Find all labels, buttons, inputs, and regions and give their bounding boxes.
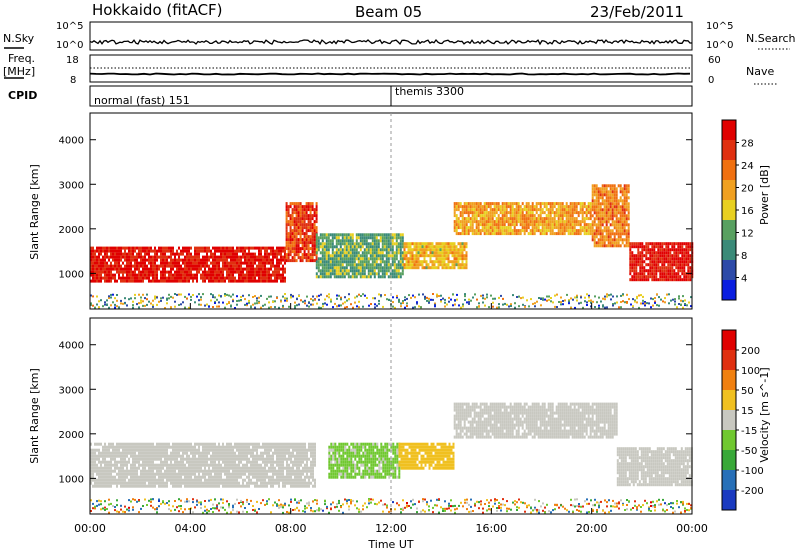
velocity-cbar-tick-label: 200 — [741, 346, 760, 357]
nsearch-tick-top: 10^5 — [706, 21, 733, 32]
velocity-cbar-swatch — [722, 390, 736, 411]
power-heatmap — [90, 184, 694, 309]
power-y-tick-label: 4000 — [59, 136, 84, 147]
vel-data-region-3 — [453, 402, 618, 439]
nsky-tick-bottom: 10^0 — [56, 40, 83, 51]
time-x-axis: 00:00 04:00 08:00 12:00 16:00 20:00 00:00 — [74, 113, 708, 535]
power-cbar-tick-label: 28 — [741, 139, 754, 150]
power-cbar-tick-label: 24 — [741, 161, 754, 172]
velocity-colorbar: 200 100 50 15 -15 -50 -100 -200 — [721, 329, 764, 511]
vel-data-noise — [90, 498, 692, 514]
power-cbar-swatch — [722, 240, 736, 261]
power-cbar-swatch — [722, 120, 736, 141]
power-y-axis: 4000 3000 2000 1000 — [59, 136, 692, 280]
power-ylabel: Slant Range [km] — [28, 164, 41, 260]
power-cbar-swatch — [722, 160, 736, 181]
vel-data-region-4 — [616, 447, 693, 487]
freq-tick-bottom: 8 — [70, 75, 76, 86]
velocity-cbar-swatch — [722, 430, 736, 451]
x-tick-label: 04:00 — [174, 522, 206, 535]
velocity-cbar-swatch — [722, 330, 736, 351]
x-tick-label: 16:00 — [475, 522, 507, 535]
site-title: Hokkaido (fitACF) — [92, 1, 223, 19]
freq-label-1: Freq. — [8, 52, 35, 65]
velocity-y-tick-label: 1000 — [59, 474, 84, 485]
cpid-mode-2: themis 3300 — [395, 85, 464, 98]
velocity-cbar-swatch — [722, 410, 736, 431]
power-colorbar-label: Power [dB] — [758, 165, 771, 225]
freq-label-2: [MHz] — [3, 65, 35, 78]
velocity-heatmap — [90, 402, 693, 514]
x-tick-label: 00:00 — [74, 522, 106, 535]
velocity-cbar-tick-label: 100 — [741, 366, 760, 377]
power-cbar-swatch — [722, 220, 736, 241]
velocity-y-tick-label: 2000 — [59, 430, 84, 441]
power-data-region-3 — [403, 242, 468, 270]
velocity-y-axis: 4000 3000 2000 1000 — [59, 341, 692, 485]
nsearch-label: N.Search — [746, 32, 796, 45]
velocity-colorbar-label: Velocity [m s^-1] — [758, 367, 771, 462]
cpid-mode-1: normal (fast) 151 — [94, 94, 190, 107]
vel-data-region-2 — [398, 442, 455, 470]
power-data-region-2 — [315, 233, 404, 279]
nave-label: Nave — [746, 65, 774, 78]
velocity-cbar-swatch — [722, 490, 736, 511]
vel-data-region-1 — [328, 442, 401, 479]
velocity-cbar-tick-label: -100 — [741, 466, 764, 477]
power-cbar-swatch — [722, 260, 736, 281]
velocity-y-tick-label: 3000 — [59, 385, 84, 396]
velocity-cbar-swatch — [722, 450, 736, 471]
x-tick-label: 20:00 — [576, 522, 608, 535]
vel-data-region-0 — [90, 442, 316, 488]
velocity-ylabel: Slant Range [km] — [28, 368, 41, 464]
power-cbar-tick-label: 12 — [741, 229, 754, 240]
velocity-cbar-swatch — [722, 370, 736, 391]
date-title: 23/Feb/2011 — [590, 3, 684, 21]
power-cbar-tick-label: 4 — [741, 274, 747, 285]
power-y-tick-label: 1000 — [59, 269, 84, 280]
freq-trace — [89, 72, 691, 76]
power-y-tick-label: 3000 — [59, 180, 84, 191]
power-data-region-6 — [629, 242, 694, 282]
power-y-tick-label: 2000 — [59, 225, 84, 236]
cpid-label: CPID — [8, 89, 37, 102]
nave-tick-bottom: 0 — [708, 75, 714, 86]
nsky-tick-top: 10^5 — [56, 21, 83, 32]
velocity-cbar-tick-label: -200 — [741, 486, 764, 497]
x-tick-label: 08:00 — [275, 522, 307, 535]
power-data-region-0 — [90, 246, 286, 283]
x-axis-title: Time UT — [367, 538, 413, 551]
velocity-cbar-tick-label: -50 — [741, 446, 757, 457]
power-cbar-tick-label: 20 — [741, 184, 754, 195]
x-tick-label: 00:00 — [676, 522, 708, 535]
power-data-noise — [90, 293, 692, 309]
power-data-region-1 — [285, 202, 318, 263]
velocity-cbar-outline — [721, 329, 737, 511]
power-cbar-swatch — [722, 140, 736, 161]
nsky-frame — [89, 21, 693, 51]
nave-tick-top: 60 — [708, 55, 721, 66]
power-data-region-4 — [453, 202, 592, 236]
velocity-cbar-tick-label: -15 — [741, 426, 757, 437]
nsky-trace — [89, 38, 692, 46]
power-colorbar: 28 24 20 16 12 8 4 — [721, 119, 754, 301]
beam-title: Beam 05 — [355, 3, 422, 21]
power-cbar-swatch — [722, 180, 736, 201]
velocity-cbar-swatch — [722, 350, 736, 371]
nsky-label: N.Sky — [3, 32, 35, 45]
velocity-cbar-swatch — [722, 470, 736, 491]
nsearch-tick-bottom: 10^0 — [706, 40, 733, 51]
velocity-y-tick-label: 4000 — [59, 341, 84, 352]
power-cbar-tick-label: 16 — [741, 206, 754, 217]
power-cbar-tick-label: 8 — [741, 251, 747, 262]
velocity-cbar-tick-label: 50 — [741, 386, 754, 397]
velocity-cbar-tick-label: 15 — [741, 406, 754, 417]
power-cbar-swatch — [722, 200, 736, 221]
freq-tick-top: 18 — [66, 55, 79, 66]
power-data-region-5 — [591, 184, 630, 248]
power-cbar-swatch — [722, 280, 736, 301]
x-tick-label: 12:00 — [375, 522, 407, 535]
